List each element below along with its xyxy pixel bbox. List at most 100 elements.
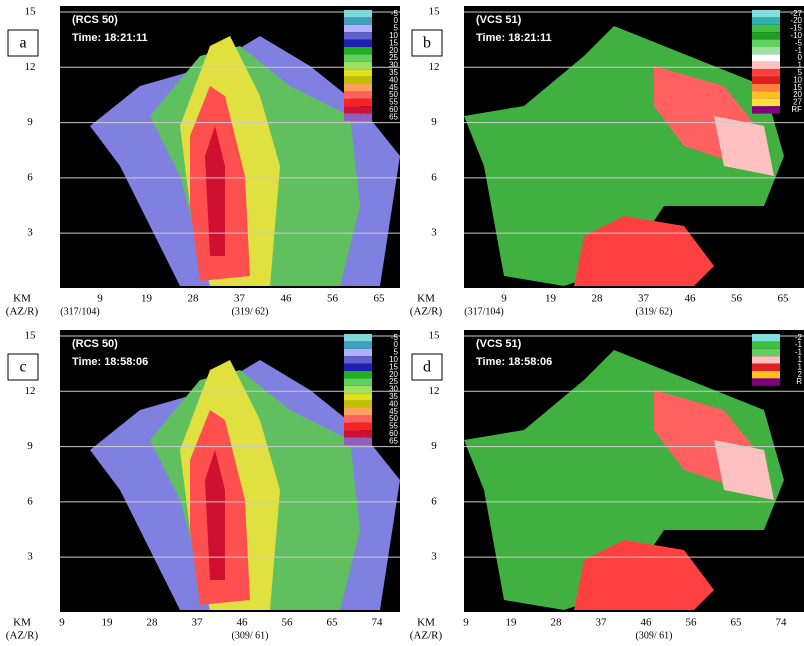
legend-swatch [752, 356, 780, 363]
legend-label: R [796, 377, 802, 386]
panel-label: b [423, 35, 431, 52]
legend-swatch [752, 364, 780, 371]
legend-swatch [344, 106, 372, 113]
y-tick-label: 3 [431, 551, 437, 563]
x-tick-label: 19 [141, 293, 153, 305]
x-tick-label: 28 [592, 293, 604, 305]
legend-swatch [752, 62, 780, 69]
x-tick-label: 56 [686, 617, 698, 629]
legend-swatch [752, 69, 780, 76]
axis-unit: KM [13, 293, 31, 305]
y-tick-label: 12 [25, 385, 36, 397]
y-tick-label: 6 [431, 495, 437, 507]
legend-swatch [344, 371, 372, 378]
x-tick-label: 56 [282, 617, 294, 629]
legend-label: RF [791, 105, 802, 114]
panel: 1512963919283746566574KM(AZ/R)(309/ 61)c… [6, 330, 400, 642]
x-tick-label: 19 [102, 617, 114, 629]
x-tick-label: 46 [281, 293, 293, 305]
axis-unit: KM [417, 617, 435, 629]
x-tick-label: 9 [501, 293, 507, 305]
legend-label: 65 [389, 112, 398, 121]
legend-swatch [752, 32, 780, 39]
y-tick-label: 3 [27, 551, 33, 563]
legend-swatch [344, 356, 372, 363]
legend-swatch [344, 91, 372, 98]
end-position: (319/ 62) [636, 306, 673, 317]
x-tick-label: 37 [638, 293, 650, 305]
x-tick-label: 28 [551, 617, 563, 629]
scan-time: Time: 18:58:06 [476, 356, 552, 368]
axis-azr: (AZ/R) [410, 630, 443, 642]
legend-swatch [344, 415, 372, 422]
x-tick-label: 9 [463, 617, 469, 629]
x-tick-label: 65 [327, 617, 339, 629]
legend-swatch [752, 40, 780, 47]
legend-swatch [344, 364, 372, 371]
x-tick-label: 74 [776, 617, 788, 629]
axis-azr: (AZ/R) [410, 306, 443, 318]
x-tick-label: 28 [188, 293, 200, 305]
legend-swatch [344, 378, 372, 385]
legend-swatch [344, 423, 372, 430]
legend-swatch [344, 401, 372, 408]
panel-label: c [19, 359, 26, 376]
legend-swatch [344, 114, 372, 121]
x-tick-label: 28 [147, 617, 159, 629]
y-tick-label: 9 [431, 440, 437, 452]
legend-label: 65 [389, 436, 398, 445]
legend-swatch [344, 349, 372, 356]
legend-swatch [344, 393, 372, 400]
x-tick-label: 19 [506, 617, 518, 629]
y-tick-label: 9 [27, 116, 33, 128]
x-tick-label: 46 [641, 617, 653, 629]
x-tick-label: 65 [778, 293, 790, 305]
legend-swatch [344, 386, 372, 393]
legend-swatch [752, 91, 780, 98]
legend-swatch [752, 54, 780, 61]
x-tick-label: 46 [237, 617, 249, 629]
x-tick-label: 46 [685, 293, 697, 305]
legend-swatch [344, 25, 372, 32]
legend-swatch [344, 69, 372, 76]
panel-label: a [19, 35, 26, 52]
legend-swatch [344, 32, 372, 39]
figure: 15129639192837465665KM(AZ/R)(317/104)(31… [0, 0, 804, 646]
x-tick-label: 9 [59, 617, 65, 629]
legend-swatch [752, 17, 780, 24]
axis-azr: (AZ/R) [6, 630, 39, 642]
axis-unit: KM [417, 293, 435, 305]
axis-unit: KM [13, 617, 31, 629]
y-tick-label: 15 [429, 6, 441, 18]
x-tick-label: 37 [192, 617, 204, 629]
scan-time: Time: 18:21:11 [476, 32, 552, 44]
legend-swatch [752, 47, 780, 54]
legend-swatch [344, 77, 372, 84]
legend-swatch [752, 371, 780, 378]
x-tick-label: 37 [234, 293, 246, 305]
legend-swatch [344, 408, 372, 415]
end-position: (319/ 62) [232, 306, 269, 317]
legend-swatch [752, 25, 780, 32]
legend-swatch [344, 341, 372, 348]
y-tick-label: 6 [431, 171, 437, 183]
product-name: (VCS 51) [476, 338, 522, 350]
legend-swatch [752, 77, 780, 84]
y-tick-label: 3 [431, 227, 437, 239]
x-tick-label: 74 [372, 617, 384, 629]
y-tick-label: 9 [27, 440, 33, 452]
legend-swatch [344, 334, 372, 341]
legend-swatch [752, 10, 780, 17]
product-name: (VCS 51) [476, 14, 522, 26]
x-tick-label: 9 [97, 293, 103, 305]
panel-label: d [423, 359, 431, 376]
x-tick-label: 56 [731, 293, 743, 305]
legend-swatch [344, 62, 372, 69]
legend-swatch [752, 341, 780, 348]
legend-swatch [344, 17, 372, 24]
y-tick-label: 12 [25, 61, 36, 73]
y-tick-label: 3 [27, 227, 33, 239]
